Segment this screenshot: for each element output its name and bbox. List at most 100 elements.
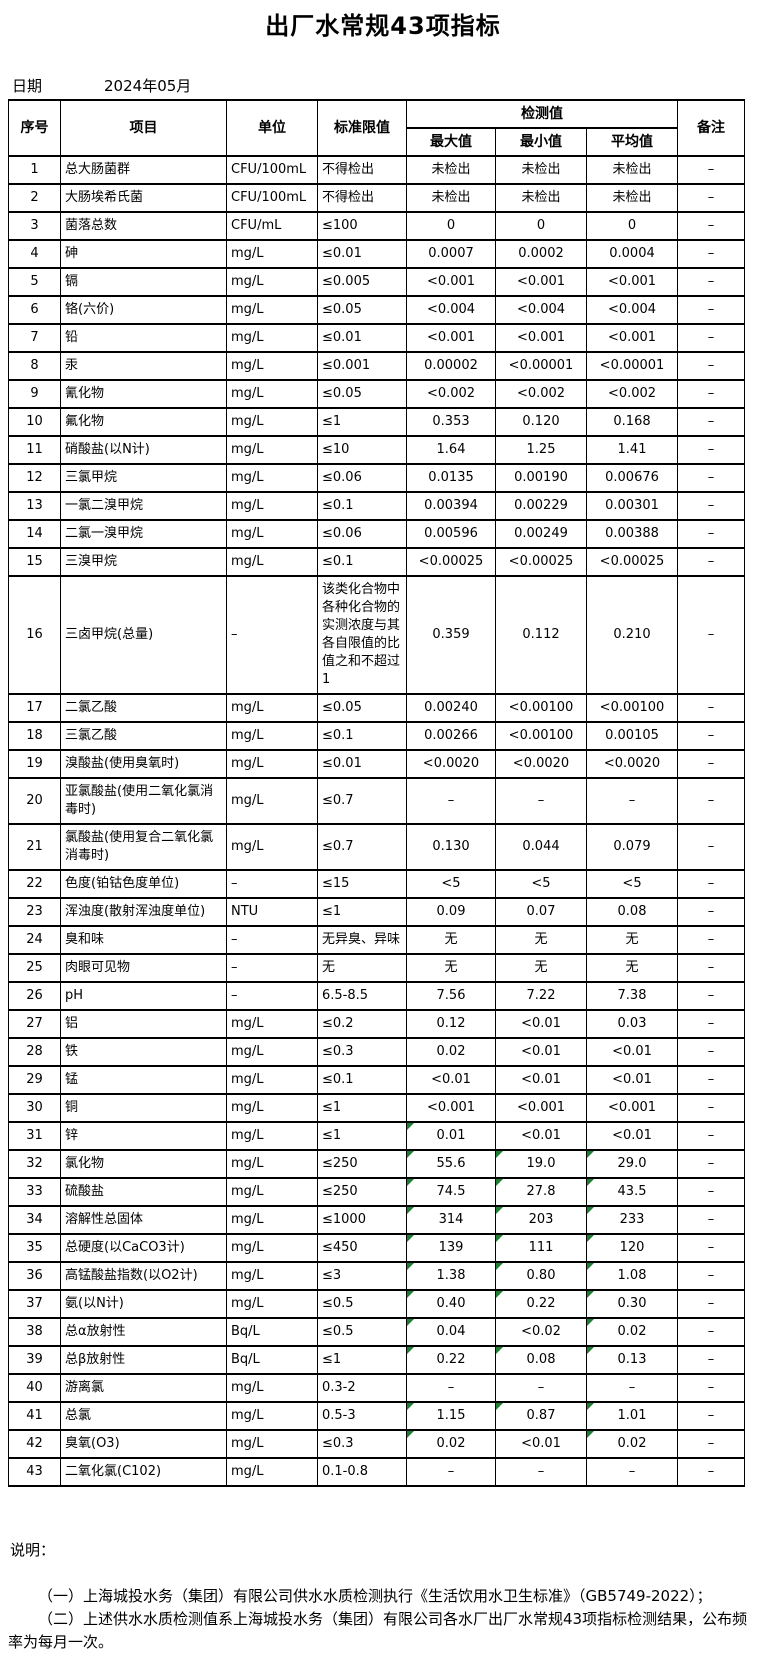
cell-unit: Bq/L [226,1317,318,1347]
cell-limit: 该类化合物中各种化合物的实测浓度与其各自限值的比值之和不超过1 [317,575,407,695]
cell-avg: 120 [585,1233,679,1263]
cell-limit: ≤1 [317,897,407,927]
cell-remark: – [677,351,746,381]
table-row: 10 氟化物 mg/L ≤1 0.353 0.120 0.168– [8,407,746,437]
cell-item: 色度(铂钴色度单位) [60,869,227,899]
cell-max: 0 [406,211,496,241]
cell-limit: ≤250 [317,1149,407,1179]
cell-remark: – [677,239,746,269]
page-title: 出厂水常规43项指标 [265,12,501,40]
date-label: 日期 [12,76,43,95]
cell-item: 铁 [60,1037,227,1067]
cell-unit: mg/L [226,1177,318,1207]
cell-remark: – [677,777,746,825]
cell-item: 氯酸盐(使用复合二氧化氯消毒时) [60,823,227,871]
cell-no: 37 [8,1289,61,1319]
cell-remark: – [677,519,746,549]
cell-item: 硝酸盐(以N计) [60,435,227,465]
cell-limit: ≤100 [317,211,407,241]
cell-no: 9 [8,379,61,409]
table-row: 8 汞 mg/L ≤0.001 0.00002 <0.00001 <0.00001– [8,351,746,381]
cell-min: 19.0 [495,1149,587,1179]
cell-remark: – [677,1093,746,1123]
cell-unit: mg/L [226,777,318,825]
cell-limit: ≤0.3 [317,1429,407,1459]
cell-avg: 7.38 [585,981,679,1011]
cell-avg: 43.5 [585,1177,679,1207]
excel-flag-triangle-icon [587,1348,594,1354]
cell-item: pH [60,981,227,1011]
cell-limit: 不得检出 [317,183,407,213]
table-row: 21 氯酸盐(使用复合二氧化氯消毒时) mg/L ≤0.7 0.130 0.044 0.07… [8,823,746,871]
cell-remark: – [677,1457,746,1487]
table-row: 28 铁 mg/L ≤0.3 0.02 <0.01 <0.01– [8,1037,746,1067]
cell-unit: mg/L [226,1009,318,1039]
table-row: 41 总氯 mg/L 0.5-3 1.15 0.87 1.01– [8,1401,746,1431]
cell-max: 0.22 [406,1345,496,1375]
cell-remark: – [677,575,746,695]
cell-remark: – [677,435,746,465]
cell-avg: <0.001 [585,323,679,353]
cell-limit: ≤0.1 [317,547,407,577]
cell-item: 高锰酸盐指数(以O2计) [60,1261,227,1291]
cell-limit: ≤0.05 [317,379,407,409]
cell-unit: mg/L [226,435,318,465]
cell-min: 0 [495,211,587,241]
cell-max: 无 [406,925,496,955]
cell-item: 镉 [60,267,227,297]
table-row: 27 铝 mg/L ≤0.2 0.12 <0.01 0.03– [8,1009,746,1039]
cell-min: <0.00001 [495,351,587,381]
cell-limit: ≤1 [317,407,407,437]
cell-remark: – [677,869,746,899]
table-row: 34 溶解性总固体 mg/L ≤1000 314 203 233– [8,1205,746,1235]
excel-flag-triangle-icon [587,1180,594,1186]
excel-flag-triangle-icon [496,1264,503,1270]
cell-max: 0.359 [406,575,496,695]
cell-limit: ≤0.1 [317,491,407,521]
excel-flag-triangle-icon [407,1124,414,1130]
table-row: 12 三氯甲烷 mg/L ≤0.06 0.0135 0.00190 0.00676– [8,463,746,493]
cell-no: 25 [8,953,61,983]
cell-limit: ≤3 [317,1261,407,1291]
cell-no: 26 [8,981,61,1011]
excel-flag-triangle-icon [407,1404,414,1410]
cell-unit: mg/L [226,1149,318,1179]
cell-avg: – [585,777,679,825]
cell-unit: mg/L [226,1457,318,1487]
cell-item: 二氧化氯(C102) [60,1457,227,1487]
cell-avg: 0 [585,211,679,241]
cell-avg: 0.00301 [585,491,679,521]
cell-no: 27 [8,1009,61,1039]
cell-limit: ≤1000 [317,1205,407,1235]
table-row: 5 镉 mg/L ≤0.005 <0.001 <0.001 <0.001– [8,267,746,297]
cell-avg: <0.01 [585,1065,679,1095]
cell-item: 一氯二溴甲烷 [60,491,227,521]
cell-max: <0.01 [406,1065,496,1095]
table-row: 13 一氯二溴甲烷 mg/L ≤0.1 0.00394 0.00229 0.00301– [8,491,746,521]
cell-no: 41 [8,1401,61,1431]
date-row: 日期 2024年05月 [8,73,758,97]
cell-max: 55.6 [406,1149,496,1179]
cell-item: 三氯乙酸 [60,721,227,751]
cell-min: 无 [495,953,587,983]
table-row: 39 总β放射性 Bq/L ≤1 0.22 0.08 0.13– [8,1345,746,1375]
cell-remark: – [677,1345,746,1375]
cell-limit: ≤1 [317,1345,407,1375]
cell-no: 24 [8,925,61,955]
cell-unit: – [226,925,318,955]
cell-remark: – [677,407,746,437]
cell-avg: <0.00001 [585,351,679,381]
cell-limit: 0.1-0.8 [317,1457,407,1487]
cell-max: – [406,1373,496,1403]
table-row: 4 砷 mg/L ≤0.01 0.0007 0.0002 0.0004– [8,239,746,269]
cell-max: 0.40 [406,1289,496,1319]
table-row: 24 臭和味 – 无异臭、异味无无无 – [8,925,746,955]
cell-max: 1.15 [406,1401,496,1431]
cell-limit: ≤0.7 [317,777,407,825]
cell-avg: 1.08 [585,1261,679,1291]
cell-remark: – [677,1037,746,1067]
cell-min: 0.120 [495,407,587,437]
cell-min: 0.112 [495,575,587,695]
cell-remark: – [677,295,746,325]
cell-max: <0.0020 [406,749,496,779]
